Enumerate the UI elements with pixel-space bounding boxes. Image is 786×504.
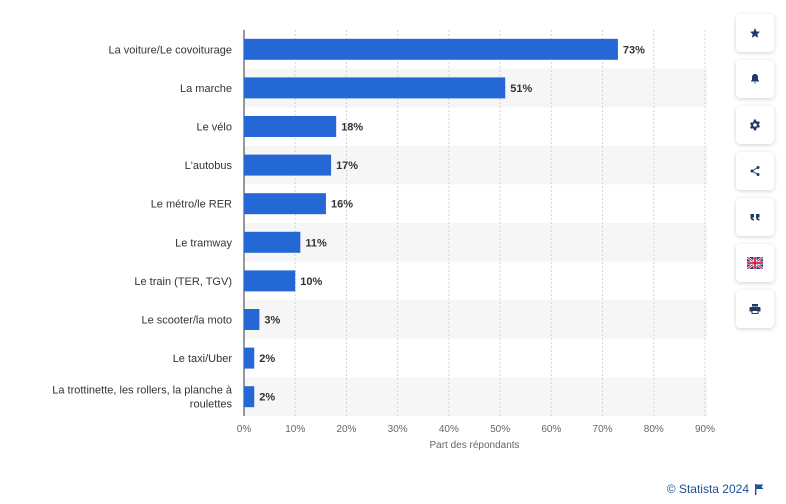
category-label: Le scooter/la moto <box>142 315 233 327</box>
credit-text: © Statista 2024 <box>666 482 749 496</box>
category-label: Le métro/le RER <box>151 199 232 211</box>
settings-button[interactable] <box>736 106 774 144</box>
x-axis-title: Part des répondants <box>429 440 519 451</box>
value-label: 11% <box>305 237 327 249</box>
category-label: Le taxi/Uber <box>173 353 233 365</box>
share-icon <box>750 166 760 176</box>
x-tick-label: 40% <box>439 424 459 435</box>
value-label: 2% <box>259 392 275 404</box>
printer-icon <box>749 304 761 314</box>
gear-icon <box>750 119 760 131</box>
row-stripe <box>244 377 707 416</box>
notification-button[interactable] <box>736 60 774 98</box>
category-label: La trottinette, les rollers, la planche … <box>52 385 233 411</box>
quote-icon <box>750 214 760 221</box>
x-tick-label: 50% <box>490 424 510 435</box>
x-tick-label: 90% <box>695 424 715 435</box>
value-label: 18% <box>341 122 363 134</box>
bar <box>244 116 337 137</box>
value-label: 10% <box>300 276 322 288</box>
value-label: 51% <box>510 83 532 95</box>
bar <box>244 38 618 60</box>
category-label: L'autobus <box>185 160 233 172</box>
bar <box>244 270 296 292</box>
value-label: 3% <box>264 315 280 327</box>
row-stripe <box>244 223 707 262</box>
side-toolbar <box>736 14 774 336</box>
bar <box>244 154 332 176</box>
row-stripe <box>244 300 707 339</box>
share-button[interactable] <box>736 152 774 190</box>
category-label: Le tramway <box>175 237 232 249</box>
x-tick-label: 0% <box>237 424 252 435</box>
value-label: 73% <box>623 44 645 56</box>
value-label: 17% <box>336 160 358 172</box>
category-label: La marche <box>180 83 232 95</box>
flag-icon <box>755 483 764 495</box>
bar <box>244 386 255 408</box>
bar <box>244 193 326 215</box>
favorite-button[interactable] <box>736 14 774 52</box>
bell-icon <box>751 74 759 84</box>
print-button[interactable] <box>736 290 774 328</box>
bar <box>244 77 506 99</box>
credit-link[interactable]: © Statista 2024 <box>667 482 764 496</box>
x-tick-label: 80% <box>644 424 664 435</box>
cite-button[interactable] <box>736 198 774 236</box>
x-tick-label: 30% <box>388 424 408 435</box>
value-label: 2% <box>259 353 275 365</box>
category-label: Le train (TER, TGV) <box>134 276 232 288</box>
x-tick-label: 70% <box>593 424 613 435</box>
x-tick-label: 60% <box>541 424 561 435</box>
language-button[interactable] <box>736 244 774 282</box>
uk-flag-icon <box>747 257 763 269</box>
value-label: 16% <box>331 199 353 211</box>
bar <box>244 347 255 369</box>
bar <box>244 231 301 253</box>
x-tick-label: 10% <box>285 424 305 435</box>
category-label: Le vélo <box>197 122 232 134</box>
x-tick-label: 20% <box>336 424 356 435</box>
bar <box>244 309 260 330</box>
category-label: La voiture/Le covoiturage <box>108 44 232 56</box>
star-icon <box>750 28 760 38</box>
